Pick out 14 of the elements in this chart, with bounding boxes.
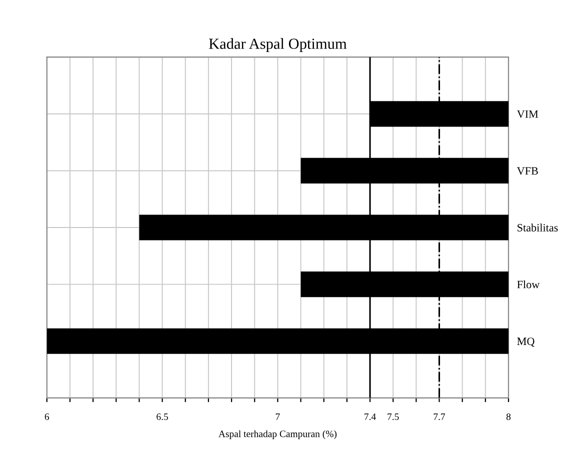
y-tick-label: VIM (516, 110, 538, 118)
y-tick-label: Flow (517, 280, 540, 288)
y-tick-label: VFB (516, 167, 538, 175)
x-tick-label: 7.7 (434, 414, 446, 420)
y-tick-label: Stabilitas (518, 224, 558, 232)
x-tick-label: 7.4 (364, 414, 376, 420)
chart-title: Kadar Aspal Optimum (208, 38, 347, 52)
x-tick-label: 6 (44, 413, 50, 420)
x-tick-label: 6.5 (156, 413, 168, 420)
y-tick-label: MQ (517, 338, 535, 347)
x-tick-label: 7.5 (388, 414, 399, 420)
x-tick-label: 7 (276, 414, 280, 420)
x-axis-title: Aspal terhadap Campuran (%) (218, 430, 337, 440)
x-tick-label: 8 (506, 413, 511, 420)
